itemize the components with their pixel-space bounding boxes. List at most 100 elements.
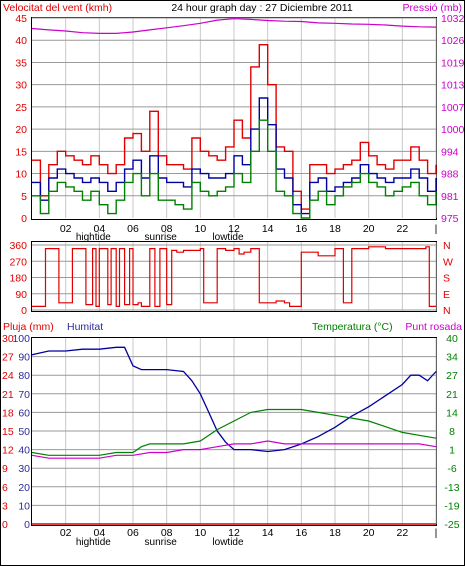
wind-y-tick-label: 30	[15, 80, 27, 92]
compass-tick-label: S	[443, 273, 450, 285]
wind-y-tick-label: 15	[15, 146, 27, 158]
temperature-y-tick-label: 1	[449, 445, 455, 457]
climate-x-tick-label: 14	[262, 527, 274, 539]
humidity-line	[31, 346, 437, 453]
compass-tick-label: E	[443, 289, 450, 301]
pressure-y-tick-label: 1019	[441, 57, 465, 69]
humidity-y-tick-label: 80	[18, 370, 30, 382]
wind-y-tick-label: 40	[15, 35, 27, 47]
pressure-line	[31, 18, 437, 34]
direction-y-tick-label: 360	[9, 240, 27, 252]
wind-x-tick-label: 12	[228, 223, 240, 235]
dewpoint-axis-label: Punt rosada	[405, 321, 462, 333]
wind-y-tick-labels: 0 5 10 15 20 25 30 35 40 45	[15, 13, 27, 225]
wind-x-tick-label: 10	[194, 223, 206, 235]
pressure-y-tick-label: 988	[441, 169, 459, 181]
dewpoint-line	[31, 440, 437, 459]
wind-x-sublabel: sunrise	[145, 232, 178, 243]
wind-gust-line	[32, 44, 437, 210]
climate-x-tick-label: 04	[93, 527, 105, 539]
humidity-axis-label: Humitat	[67, 321, 103, 333]
wind-x-tick-label: 08	[161, 223, 173, 235]
graph-title: 24 hour graph day : 27 Diciembre 2011	[171, 2, 352, 14]
climate-x-tick-labels: 02 04 06 08 10 12 14 16 18 20 22 | hightide sunrise lo…	[60, 527, 438, 548]
climate-x-tick-label: 02	[60, 527, 72, 539]
wind-x-sublabel: lowtide	[212, 232, 244, 243]
rain-y-tick-label: 21	[2, 389, 14, 401]
direction-y-tick-labels: 0 90 180 270 360	[9, 240, 27, 317]
wind-y-tick-label: 5	[21, 191, 27, 203]
compass-tick-label: N	[443, 240, 451, 252]
climate-x-tick-label: 06	[127, 527, 139, 539]
direction-y-tick-label: 180	[9, 273, 27, 285]
wind-y-tick-label: 0	[21, 213, 27, 225]
rain-y-tick-label: 9	[2, 463, 8, 475]
temperature-line	[31, 408, 437, 456]
compass-tick-label: N	[443, 305, 451, 317]
rain-y-tick-label: 12	[2, 445, 14, 457]
rain-y-tick-label: 3	[2, 500, 8, 512]
wind-y-tick-label: 35	[15, 57, 27, 69]
humidity-y-tick-label: 100	[12, 333, 30, 345]
climate-x-sublabel: hightide	[76, 537, 111, 548]
pressure-y-tick-label: 1026	[441, 35, 465, 47]
rain-y-tick-label: 18	[2, 407, 14, 419]
humidity-y-tick-label: 0	[24, 519, 30, 531]
humidity-y-tick-label: 40	[18, 445, 30, 457]
wind-avg-line	[32, 97, 437, 215]
wind-series	[31, 18, 437, 219]
rain-y-tick-label: 24	[2, 370, 14, 382]
humidity-y-tick-labels: 0 10 20 30 40 50 60 70 80 90 100	[12, 333, 30, 531]
rain-y-tick-label: 30	[2, 333, 14, 345]
wind-x-sublabel: hightide	[76, 232, 111, 243]
rain-y-tick-label: 15	[2, 426, 14, 438]
humidity-y-tick-label: 90	[18, 352, 30, 364]
humidity-y-tick-label: 70	[18, 389, 30, 401]
pressure-y-tick-label: 1013	[441, 80, 465, 92]
temperature-y-tick-label: 27	[446, 370, 458, 382]
temperature-y-tick-label: -6	[447, 463, 456, 475]
rain-y-tick-label: 27	[2, 352, 14, 364]
wind-direction-line	[32, 246, 436, 307]
climate-x-sublabel: sunrise	[145, 537, 178, 548]
direction-series	[32, 246, 436, 307]
climate-x-tick-label: 12	[228, 527, 240, 539]
climate-series	[31, 346, 437, 525]
rain-y-tick-label: 6	[2, 482, 8, 494]
climate-x-tick-label: 10	[194, 527, 206, 539]
wind-x-tick-label: 20	[363, 223, 375, 235]
humidity-y-tick-label: 10	[18, 500, 30, 512]
rain-y-tick-labels: 0 3 6 9 12 15 18 21 24 27 30	[2, 333, 14, 531]
humidity-y-tick-label: 30	[18, 463, 30, 475]
pressure-y-tick-label: 994	[441, 146, 459, 158]
pressure-y-tick-label: 975	[441, 213, 459, 225]
rain-y-tick-label: 0	[2, 519, 8, 531]
temperature-y-tick-label: 34	[446, 352, 458, 364]
wind-x-tick-label: |	[435, 223, 438, 235]
wind-x-tick-label: 16	[295, 223, 307, 235]
humidity-y-tick-label: 20	[18, 482, 30, 494]
climate-x-tick-label: 16	[295, 527, 307, 539]
temperature-y-tick-labels: -25 -19 -13 -6 1 8 14 21 27 34 40	[444, 333, 459, 531]
temperature-y-tick-label: 21	[446, 389, 458, 401]
temperature-axis-label: Temperatura (°C)	[312, 321, 393, 333]
wind-y-tick-label: 10	[15, 169, 27, 181]
pressure-axis-label: Pressió (mb)	[402, 2, 462, 14]
pressure-y-tick-label: 1007	[441, 102, 465, 114]
temperature-y-tick-label: -25	[444, 519, 459, 531]
direction-y-tick-label: 90	[15, 289, 27, 301]
humidity-y-tick-label: 50	[18, 426, 30, 438]
wind-axis-label: Velocitat del vent (kmh)	[3, 2, 112, 14]
wind-x-tick-label: 14	[262, 223, 274, 235]
temperature-y-tick-label: -13	[444, 482, 459, 494]
wind-x-tick-label: 22	[396, 223, 408, 235]
climate-x-tick-label: 22	[396, 527, 408, 539]
pressure-y-tick-label: 981	[441, 191, 459, 203]
humidity-y-tick-label: 60	[18, 407, 30, 419]
wind-x-tick-label: 18	[329, 223, 341, 235]
wind-y-tick-label: 25	[15, 102, 27, 114]
direction-y-tick-label: 270	[9, 256, 27, 268]
